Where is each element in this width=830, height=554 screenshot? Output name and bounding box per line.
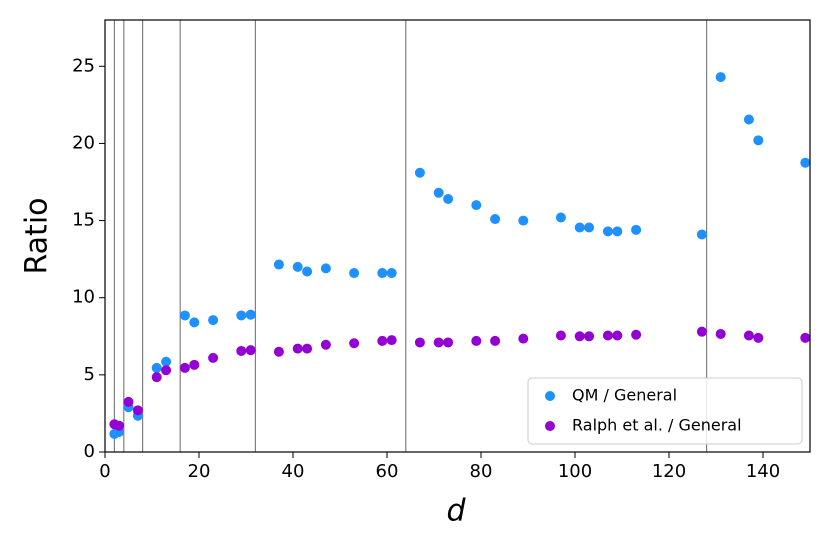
- data-point: [743, 114, 754, 125]
- data-point: [292, 343, 303, 354]
- legend-marker: [545, 391, 555, 401]
- legend-label: QM / General: [572, 386, 677, 405]
- data-point: [433, 187, 444, 198]
- x-tick-label: 60: [376, 461, 399, 482]
- data-point: [471, 335, 482, 346]
- legend-label: Ralph et al. / General: [572, 416, 742, 435]
- data-point: [114, 420, 125, 431]
- data-point: [602, 330, 613, 341]
- data-point: [696, 229, 707, 240]
- data-point: [471, 200, 482, 211]
- data-point: [132, 405, 143, 416]
- y-tick-label: 20: [72, 132, 95, 153]
- data-point: [490, 335, 501, 346]
- data-point: [743, 330, 754, 341]
- data-point: [574, 222, 585, 233]
- data-point: [302, 266, 313, 277]
- data-point: [602, 226, 613, 237]
- y-tick-label: 25: [72, 55, 95, 76]
- data-point: [161, 356, 172, 367]
- data-point: [753, 135, 764, 146]
- y-tick-label: 10: [72, 287, 95, 308]
- x-axis-label: d: [446, 494, 466, 529]
- data-point: [443, 337, 454, 348]
- data-point: [236, 310, 247, 321]
- y-tick-label: 0: [84, 441, 95, 462]
- data-point: [302, 343, 313, 354]
- data-point: [555, 212, 566, 223]
- legend-marker: [545, 421, 555, 431]
- data-point: [208, 315, 219, 326]
- legend-box: [527, 377, 803, 445]
- data-point: [800, 157, 811, 168]
- data-point: [320, 339, 331, 350]
- data-point: [584, 222, 595, 233]
- data-point: [612, 330, 623, 341]
- data-point: [208, 352, 219, 363]
- data-point: [349, 338, 360, 349]
- x-tick-label: 100: [558, 461, 592, 482]
- data-point: [414, 337, 425, 348]
- x-tick-label: 140: [746, 461, 780, 482]
- data-point: [800, 332, 811, 343]
- data-point: [189, 359, 200, 370]
- data-point: [612, 226, 623, 237]
- data-point: [377, 335, 388, 346]
- data-point: [574, 331, 585, 342]
- y-axis-label: Ratio: [20, 197, 55, 274]
- data-point: [631, 224, 642, 235]
- data-point: [518, 333, 529, 344]
- data-point: [555, 330, 566, 341]
- y-tick-label: 15: [72, 210, 95, 231]
- data-point: [123, 396, 134, 407]
- data-point: [179, 362, 190, 373]
- data-point: [414, 167, 425, 178]
- data-point: [443, 193, 454, 204]
- data-point: [236, 345, 247, 356]
- x-tick-label: 80: [470, 461, 493, 482]
- data-point: [189, 317, 200, 328]
- data-point: [161, 365, 172, 376]
- data-point: [631, 329, 642, 340]
- data-point: [696, 326, 707, 337]
- data-point: [273, 346, 284, 357]
- data-point: [292, 261, 303, 272]
- x-tick-label: 40: [282, 461, 305, 482]
- data-point: [349, 268, 360, 279]
- y-tick-label: 5: [84, 364, 95, 385]
- data-point: [715, 328, 726, 339]
- x-tick-label: 20: [188, 461, 211, 482]
- data-point: [386, 268, 397, 279]
- data-point: [151, 362, 162, 373]
- data-point: [490, 214, 501, 225]
- data-point: [386, 335, 397, 346]
- data-point: [151, 372, 162, 383]
- data-point: [518, 215, 529, 226]
- data-point: [179, 310, 190, 321]
- plot-frame: [104, 19, 811, 453]
- data-point: [245, 309, 256, 320]
- data-point: [273, 259, 284, 270]
- data-point: [715, 72, 726, 83]
- data-point: [320, 263, 331, 274]
- data-point: [377, 268, 388, 279]
- x-tick-label: 120: [652, 461, 686, 482]
- data-point: [433, 337, 444, 348]
- x-tick-label: 0: [99, 461, 110, 482]
- data-point: [584, 331, 595, 342]
- data-point: [245, 345, 256, 356]
- data-point: [753, 332, 764, 343]
